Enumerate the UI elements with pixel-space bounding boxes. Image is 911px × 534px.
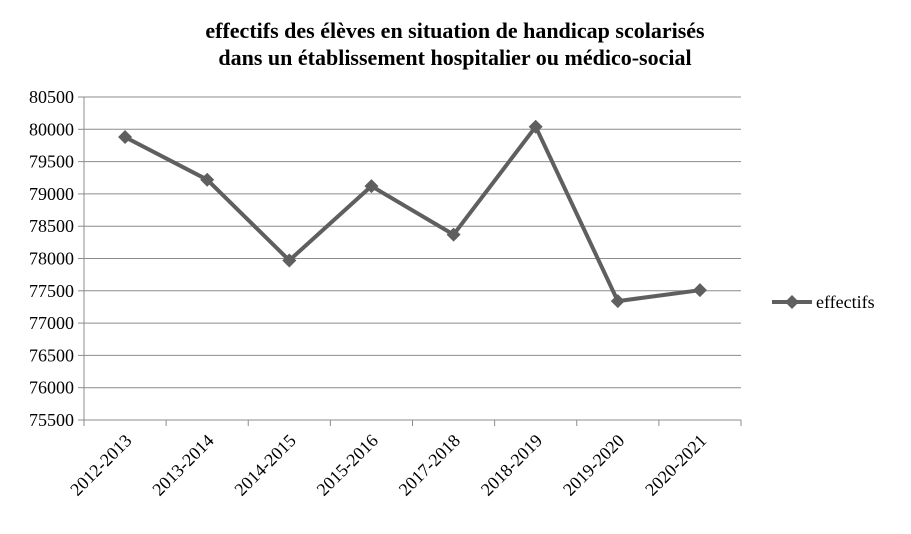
legend-marker <box>785 295 799 309</box>
y-tick-label-79000: 79000 <box>29 184 74 204</box>
x-tick-label-2012-2013: 2012-2013 <box>66 430 135 499</box>
y-tick-label-75500: 75500 <box>29 410 74 430</box>
data-point-2014-2015 <box>282 253 297 268</box>
legend-label: effectifs <box>816 292 875 312</box>
data-point-2015-2016 <box>364 179 379 194</box>
y-tick-label-78000: 78000 <box>29 249 74 269</box>
legend: effectifs <box>772 292 875 312</box>
grid-layer <box>84 96 741 421</box>
x-tick-label-2019-2020: 2019-2020 <box>559 430 628 499</box>
data-point-2019-2020 <box>610 294 625 309</box>
axis-layer <box>78 96 742 426</box>
label-layer: 75500 76000 76500 77000 77500 78000 78500 79000… <box>29 87 710 500</box>
data-point-2018-2019 <box>528 119 543 134</box>
x-tick-label-2018-2019: 2018-2019 <box>477 430 546 499</box>
y-tick-label-76000: 76000 <box>29 378 74 398</box>
data-point-2013-2014 <box>200 172 215 187</box>
x-tick-label-2015-2016: 2015-2016 <box>313 430 382 499</box>
y-tick-label-76500: 76500 <box>29 345 74 365</box>
chart-title-line-1: effectifs des élèves en situation de han… <box>205 18 705 43</box>
y-tick-label-77500: 77500 <box>29 281 74 301</box>
y-tick-label-79500: 79500 <box>29 152 74 172</box>
series-line-effectifs <box>124 124 701 304</box>
x-tick-label-2017-2018: 2017-2018 <box>395 430 464 499</box>
series-layer <box>118 119 707 309</box>
y-tick-label-80000: 80000 <box>29 119 74 139</box>
x-tick-label-2013-2014: 2013-2014 <box>148 430 217 499</box>
data-point-2012-2013 <box>118 130 133 145</box>
data-point-2017-2018 <box>446 227 461 242</box>
chart-title-line-2: dans un établissement hospitalier ou méd… <box>218 45 691 70</box>
y-tick-label-77000: 77000 <box>29 313 74 333</box>
x-tick-label-2014-2015: 2014-2015 <box>230 430 299 499</box>
y-tick-label-80500: 80500 <box>29 87 74 107</box>
y-tick-label-78500: 78500 <box>29 216 74 236</box>
x-tick-label-2020-2021: 2020-2021 <box>641 430 710 499</box>
data-point-2020-2021 <box>692 283 707 298</box>
